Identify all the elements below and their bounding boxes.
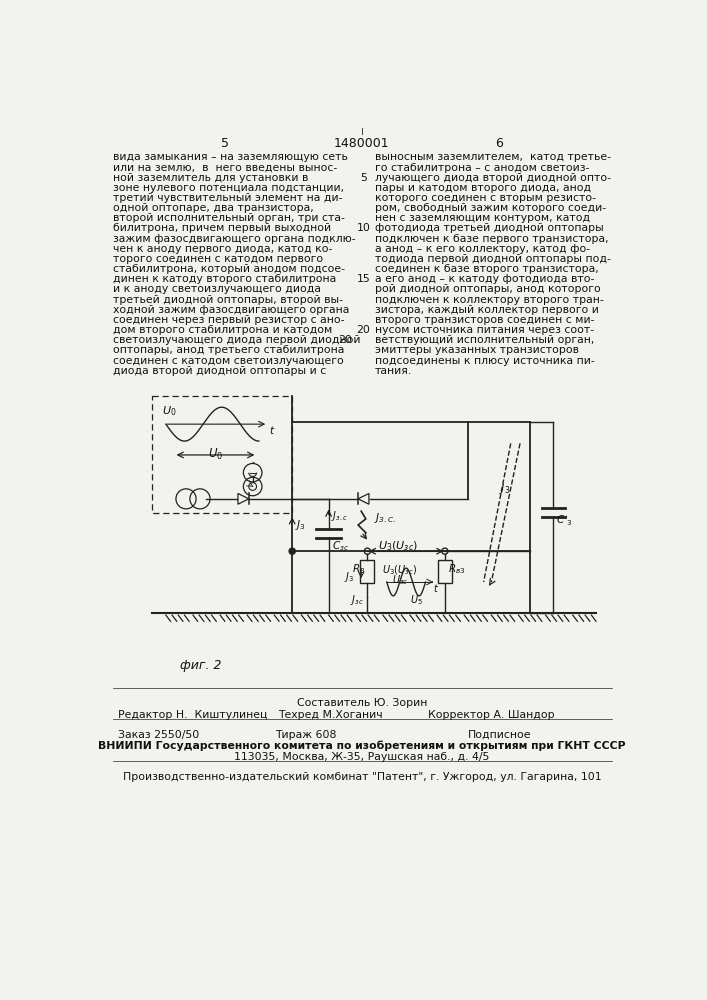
Text: $U_0$: $U_0$ xyxy=(162,404,177,418)
Text: ходной зажим фазосдвигающего органа: ходной зажим фазосдвигающего органа xyxy=(113,305,349,315)
Text: $U_0$: $U_0$ xyxy=(208,447,223,462)
Text: 5: 5 xyxy=(221,137,229,150)
Text: го стабилитрона – с анодом светоиз-: го стабилитрона – с анодом светоиз- xyxy=(375,163,590,173)
Text: ной заземлитель для установки в: ной заземлитель для установки в xyxy=(113,173,308,183)
Text: второго транзисторов соединен с ми-: второго транзисторов соединен с ми- xyxy=(375,315,595,325)
Text: пары и катодом второго диода, анод: пары и катодом второго диода, анод xyxy=(375,183,591,193)
Text: 113035, Москва, Ж-35, Раушская наб., д. 4/5: 113035, Москва, Ж-35, Раушская наб., д. … xyxy=(234,752,490,762)
Text: ветствующий исполнительный орган,: ветствующий исполнительный орган, xyxy=(375,335,595,345)
Text: подключен к базе первого транзистора,: подключен к базе первого транзистора, xyxy=(375,234,609,244)
Text: Тираж 608: Тираж 608 xyxy=(275,730,336,740)
Text: $J_{З.С.}$: $J_{З.С.}$ xyxy=(373,511,395,525)
Text: ром, свободный зажим которого соеди-: ром, свободный зажим которого соеди- xyxy=(375,203,606,213)
Text: рой диодной оптопары, анод которого: рой диодной оптопары, анод которого xyxy=(375,284,601,294)
Text: одной оптопаре, два транзистора,: одной оптопаре, два транзистора, xyxy=(113,203,314,213)
Text: зистора, каждый коллектор первого и: зистора, каждый коллектор первого и xyxy=(375,305,599,315)
Text: $U_5$: $U_5$ xyxy=(410,593,423,607)
Text: соединен через первый резистор с ано-: соединен через первый резистор с ано- xyxy=(113,315,345,325)
Text: $U_3(U_{зс})$: $U_3(U_{зс})$ xyxy=(378,540,419,553)
Text: третьей диодной оптопары, второй вы-: третьей диодной оптопары, второй вы- xyxy=(113,295,343,305)
Text: дом второго стабилитрона и катодом: дом второго стабилитрона и катодом xyxy=(113,325,332,335)
Text: Корректор А. Шандор: Корректор А. Шандор xyxy=(428,710,554,720)
Text: стабилитрона, который анодом подсое-: стабилитрона, который анодом подсое- xyxy=(113,264,345,274)
Text: тодиода первой диодной оптопары под-: тодиода первой диодной оптопары под- xyxy=(375,254,611,264)
Text: Подписное: Подписное xyxy=(468,730,532,740)
Text: зоне нулевого потенциала подстанции,: зоне нулевого потенциала подстанции, xyxy=(113,183,344,193)
Text: нен с заземляющим контуром, катод: нен с заземляющим контуром, катод xyxy=(375,213,590,223)
Text: соединен к базе второго транзистора,: соединен к базе второго транзистора, xyxy=(375,264,599,274)
Text: $C_{зс}$: $C_{зс}$ xyxy=(332,539,349,553)
Circle shape xyxy=(289,548,296,554)
Text: $U_{зс}$: $U_{зс}$ xyxy=(392,574,408,587)
Text: а его анод – к катоду фотодиода вто-: а его анод – к катоду фотодиода вто- xyxy=(375,274,595,284)
Text: третий чувствительный элемент на ди-: третий чувствительный элемент на ди- xyxy=(113,193,343,203)
Text: $J_{з.с}$: $J_{з.с}$ xyxy=(331,509,348,523)
Text: которого соединен с вторым резисто-: которого соединен с вторым резисто- xyxy=(375,193,596,203)
Text: торого соединен с катодом первого: торого соединен с катодом первого xyxy=(113,254,323,264)
Text: 5: 5 xyxy=(360,173,367,183)
Text: зажим фазосдвигающего органа подклю-: зажим фазосдвигающего органа подклю- xyxy=(113,234,356,244)
Text: 20: 20 xyxy=(356,325,370,335)
Text: Заказ 2550/50: Заказ 2550/50 xyxy=(118,730,199,740)
Text: вида замыкания – на заземляющую сеть: вида замыкания – на заземляющую сеть xyxy=(113,152,348,162)
Text: 6: 6 xyxy=(495,137,503,150)
Text: соединен с катодом светоизлучающего: соединен с катодом светоизлучающего xyxy=(113,356,344,366)
Text: динен к катоду второго стабилитрона: динен к катоду второго стабилитрона xyxy=(113,274,337,284)
Text: t: t xyxy=(269,426,273,436)
Text: светоизлучающего диода первой диодной: светоизлучающего диода первой диодной xyxy=(113,335,361,345)
Text: Техред М.Хоганич: Техред М.Хоганич xyxy=(279,710,383,720)
Text: 20: 20 xyxy=(338,335,352,345)
Text: t: t xyxy=(433,584,437,594)
Text: а анод – к его коллектору, катод фо-: а анод – к его коллектору, катод фо- xyxy=(375,244,590,254)
Text: выносным заземлителем,  катод третье-: выносным заземлителем, катод третье- xyxy=(375,152,611,162)
Text: $J_{зс}$: $J_{зс}$ xyxy=(351,593,364,607)
Text: 1480001: 1480001 xyxy=(334,137,390,150)
Text: диода второй диодной оптопары и с: диода второй диодной оптопары и с xyxy=(113,366,327,376)
Text: эмиттеры указанных транзисторов: эмиттеры указанных транзисторов xyxy=(375,345,579,355)
Text: и к аноду светоизлучающего диода: и к аноду светоизлучающего диода xyxy=(113,284,321,294)
Text: Составитель Ю. Зорин: Составитель Ю. Зорин xyxy=(297,698,427,708)
Text: $J_3$: $J_3$ xyxy=(499,482,510,496)
Text: фиг. 2: фиг. 2 xyxy=(180,659,221,672)
Text: $J_3$: $J_3$ xyxy=(296,518,306,532)
Text: 15: 15 xyxy=(356,274,370,284)
Bar xyxy=(361,560,374,583)
Text: подключен к коллектору второго тран-: подключен к коллектору второго тран- xyxy=(375,295,604,305)
Text: $J_3$: $J_3$ xyxy=(344,570,354,584)
Text: нусом источника питания через соот-: нусом источника питания через соот- xyxy=(375,325,595,335)
Text: оптопары, анод третьего стабилитрона: оптопары, анод третьего стабилитрона xyxy=(113,345,344,355)
Text: Производственно-издательский комбинат "Патент", г. Ужгород, ул. Гагарина, 101: Производственно-издательский комбинат "П… xyxy=(122,772,601,782)
Text: второй исполнительный орган, три ста-: второй исполнительный орган, три ста- xyxy=(113,213,345,223)
Text: чен к аноду первого диода, катод ко-: чен к аноду первого диода, катод ко- xyxy=(113,244,332,254)
Text: фотодиода третьей диодной оптопары: фотодиода третьей диодной оптопары xyxy=(375,223,604,233)
Text: ВНИИПИ Государственного комитета по изобретениям и открытиям при ГКНТ СССР: ВНИИПИ Государственного комитета по изоб… xyxy=(98,741,626,751)
Text: билитрона, причем первый выходной: билитрона, причем первый выходной xyxy=(113,223,332,233)
Text: лучающего диода второй диодной опто-: лучающего диода второй диодной опто- xyxy=(375,173,611,183)
Text: или на землю,  в  него введены вынос-: или на землю, в него введены вынос- xyxy=(113,163,337,173)
Text: $R_{в3}$: $R_{в3}$ xyxy=(448,562,465,576)
Bar xyxy=(438,560,452,583)
Text: Редактор Н.  Киштулинец: Редактор Н. Киштулинец xyxy=(118,710,267,720)
Text: $R_3$: $R_3$ xyxy=(352,562,365,576)
Text: 10: 10 xyxy=(356,223,370,233)
Text: тания.: тания. xyxy=(375,366,412,376)
Text: $C'_3$: $C'_3$ xyxy=(556,514,573,528)
Text: подсоединены к плюсу источника пи-: подсоединены к плюсу источника пи- xyxy=(375,356,595,366)
Text: $U_3(U_{зс})$: $U_3(U_{зс})$ xyxy=(382,564,418,577)
